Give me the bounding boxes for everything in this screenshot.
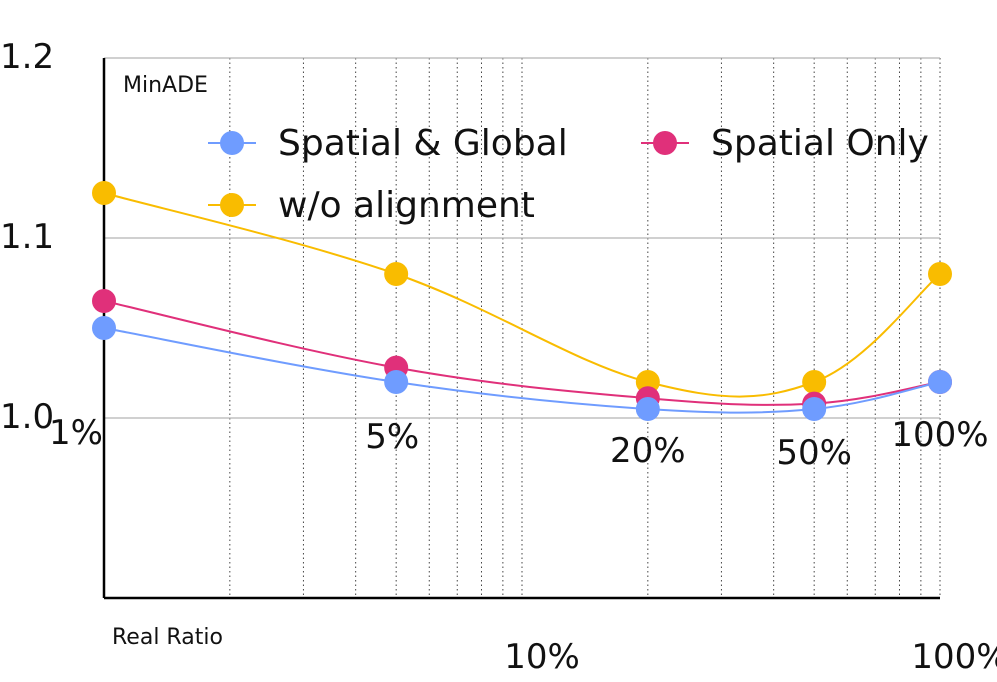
series-points bbox=[92, 181, 952, 421]
x-axis-title: Real Ratio bbox=[112, 625, 223, 650]
x-tick-label: 100% bbox=[911, 637, 997, 677]
y-tick-labels: 1.0 1.1 1.2 bbox=[0, 37, 54, 437]
series-lines bbox=[103, 192, 941, 414]
y-tick-label: 1.0 bbox=[0, 397, 54, 437]
data-point bbox=[92, 316, 116, 340]
category-label: 50% bbox=[776, 433, 852, 473]
data-point bbox=[92, 289, 116, 313]
x-tick-label: 10% bbox=[504, 637, 580, 677]
legend-label: Spatial Only bbox=[711, 123, 929, 164]
category-label: 5% bbox=[365, 417, 419, 457]
data-point bbox=[384, 262, 409, 286]
legend-label: Spatial & Global bbox=[278, 123, 568, 164]
legend-label: w/o alignment bbox=[278, 185, 535, 226]
legend-swatch-marker bbox=[220, 131, 244, 155]
x-tick-labels: 10% 100% bbox=[504, 637, 997, 677]
series-line bbox=[103, 192, 941, 398]
legend-swatch-marker bbox=[220, 193, 244, 217]
horizontal-grid bbox=[104, 57, 940, 419]
category-label: 20% bbox=[610, 431, 686, 471]
category-label: 1% bbox=[49, 413, 103, 453]
data-point bbox=[384, 370, 409, 394]
y-tick-label: 1.2 bbox=[0, 37, 54, 77]
data-point bbox=[928, 370, 952, 394]
legend: Spatial & Global Spatial Only w/o alignmen… bbox=[208, 123, 929, 226]
data-point bbox=[92, 181, 116, 205]
data-point bbox=[635, 397, 660, 421]
vertical-grid bbox=[229, 58, 941, 598]
y-tick-label: 1.1 bbox=[0, 217, 54, 257]
category-label: 100% bbox=[891, 415, 988, 455]
y-axis-title: MinADE bbox=[123, 73, 208, 98]
data-point bbox=[928, 262, 952, 286]
legend-swatch-marker bbox=[653, 131, 677, 155]
data-point bbox=[802, 397, 827, 421]
category-labels: 1% 5% 20% 50% 100% bbox=[49, 413, 989, 473]
data-point bbox=[802, 370, 827, 394]
series-line bbox=[103, 327, 941, 414]
series-line bbox=[103, 300, 941, 406]
